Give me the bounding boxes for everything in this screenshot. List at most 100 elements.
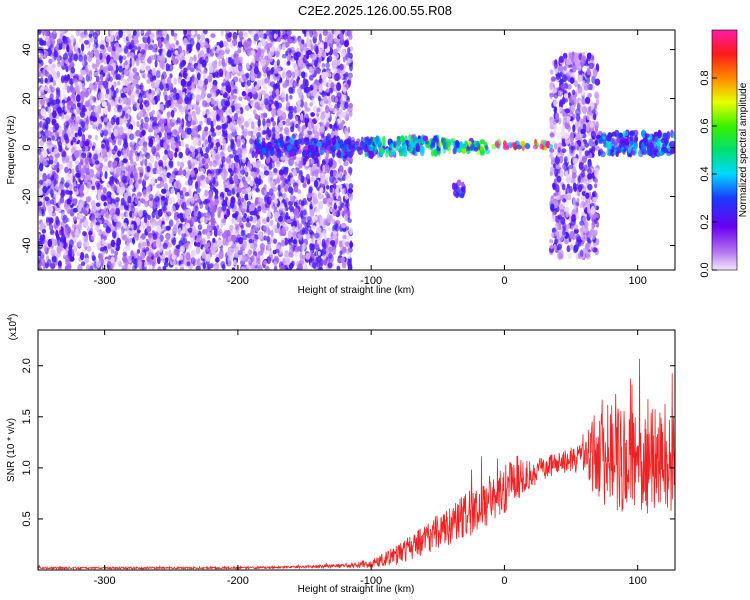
spectral-point: [229, 121, 234, 128]
spectral-point: [67, 57, 72, 63]
spectral-point: [227, 259, 231, 266]
spectral-point: [286, 69, 292, 78]
spectral-point: [214, 71, 219, 78]
spectral-point: [234, 179, 239, 186]
spectral-point: [84, 200, 88, 207]
spectral-point: [247, 160, 251, 168]
spectral-point: [156, 238, 161, 247]
spectral-point: [83, 237, 88, 243]
spectral-point: [248, 193, 252, 200]
spectral-point: [324, 155, 328, 163]
spectral-point: [246, 176, 252, 182]
spectral-point: [225, 32, 229, 40]
spectral-point: [262, 118, 266, 127]
spectral-point: [156, 190, 160, 197]
spectral-point: [244, 120, 250, 128]
spectral-point: [148, 111, 154, 117]
spectral-point: [285, 212, 289, 220]
spectral-point: [119, 205, 124, 211]
spectral-point: [100, 194, 106, 202]
spectral-point: [102, 129, 109, 137]
spectral-point: [94, 49, 100, 59]
spectral-point: [126, 30, 132, 36]
spectral-point: [167, 76, 172, 85]
spectral-point: [216, 52, 222, 60]
spectral-point: [232, 149, 238, 155]
spectral-point: [139, 124, 144, 131]
spectral-point: [305, 119, 308, 128]
spectral-point: [191, 110, 196, 117]
spectral-point: [152, 200, 157, 209]
spectral-point: [147, 251, 153, 257]
spectral-point: [42, 149, 48, 158]
spectral-point: [246, 80, 251, 87]
spectral-point: [265, 67, 271, 75]
spectral-point: [204, 78, 209, 86]
spectral-point: [38, 183, 41, 189]
spectral-point: [99, 84, 104, 90]
spectral-point: [182, 237, 188, 245]
spectral-point: [57, 265, 62, 270]
spectral-point: [236, 138, 241, 148]
spectral-point: [343, 40, 349, 48]
spectral-point: [190, 30, 196, 35]
spectral-point: [131, 99, 135, 106]
spectral-point: [230, 138, 235, 145]
spectral-point: [329, 186, 333, 193]
spectral-point: [243, 32, 248, 38]
spectral-point: [202, 110, 206, 116]
spectral-point: [134, 262, 138, 270]
spectral-point: [87, 134, 92, 140]
spectral-point: [297, 99, 301, 107]
spectral-point: [227, 237, 232, 242]
spectral-point: [238, 237, 244, 245]
spectral-point: [315, 111, 320, 117]
spectral-point: [144, 123, 149, 130]
spectral-point: [108, 247, 115, 254]
spectral-point: [190, 161, 196, 167]
spectral-point: [340, 49, 346, 58]
spectral-point: [68, 39, 72, 45]
spectral-point: [221, 82, 225, 87]
spectral-point: [342, 235, 347, 240]
spectral-point: [281, 166, 287, 174]
spectral-point: [206, 75, 213, 83]
spectral-point: [79, 252, 85, 261]
spectral-point: [218, 250, 224, 260]
spectral-point: [301, 245, 305, 254]
spectral-point: [117, 150, 122, 157]
spectral-point: [230, 80, 234, 88]
spectral-point: [88, 33, 93, 38]
spectral-point: [156, 156, 160, 162]
spectral-point: [122, 87, 128, 93]
spectral-point: [116, 258, 121, 264]
spectral-point: [204, 163, 209, 170]
spectral-point: [115, 207, 120, 217]
spectral-point: [253, 53, 259, 59]
spectral-point: [166, 51, 172, 58]
spectral-point: [198, 137, 203, 142]
spectral-point: [185, 147, 190, 156]
spectral-point: [289, 121, 293, 127]
spectral-point: [221, 232, 227, 239]
spectral-point: [291, 231, 295, 237]
spectral-point: [91, 255, 96, 262]
spectral-point: [226, 180, 230, 189]
spectral-point: [161, 188, 167, 194]
spectral-point: [162, 213, 168, 220]
spectral-point: [166, 111, 171, 118]
spectral-point: [159, 84, 164, 91]
spectral-point: [168, 219, 174, 227]
spectral-point: [175, 40, 179, 46]
spectral-point: [223, 116, 228, 123]
spectral-point: [203, 152, 209, 159]
spectral-point: [344, 193, 349, 200]
spectral-point: [209, 263, 214, 269]
spectral-point: [186, 261, 191, 267]
spectral-point: [204, 139, 209, 145]
spectral-point: [70, 67, 76, 74]
spectral-point: [81, 59, 85, 66]
spectral-point: [230, 170, 234, 177]
spectral-point: [156, 225, 162, 234]
spectral-point: [288, 86, 294, 94]
